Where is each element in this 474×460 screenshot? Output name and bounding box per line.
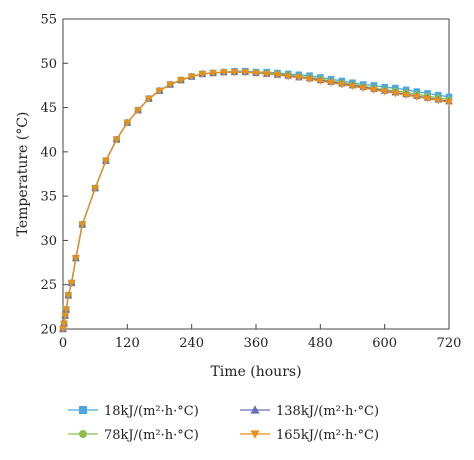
data-point [305,76,314,84]
data-point [166,81,175,89]
y-tick-label: 50 [40,57,57,72]
legend-item: 165kJ/(m²·h·°C) [240,428,379,443]
data-point [402,92,410,100]
plot-frame [62,18,450,330]
data-point [295,74,303,82]
data-point [91,185,99,193]
y-axis-label: Temperature (°C) [15,112,31,237]
data-point [359,85,368,93]
x-tick-label: 480 [308,336,333,351]
data-point [123,119,132,127]
legend-marker [250,430,260,439]
data-point [327,79,335,87]
data-point [273,71,282,79]
data-point [72,255,80,263]
data-point [59,326,67,333]
data-point [134,107,142,115]
y-tick-label: 35 [40,190,57,205]
x-tick-label: 360 [244,336,269,351]
data-point [78,221,87,229]
series-line [62,71,450,330]
x-axis-ticks: 0 120 240 360 480 600 720 [59,324,462,351]
data-point [241,69,250,77]
legend-label: 165kJ/(m²·h·°C) [276,428,379,443]
data-point [252,70,260,77]
y-axis-ticks: 20 25 30 35 40 45 50 55 [40,13,68,338]
series-layer [59,67,453,333]
series-4 [59,69,453,333]
y-tick-label: 20 [40,323,57,338]
y-tick-label: 40 [40,145,57,160]
plot-border [62,18,450,330]
data-point [198,70,207,78]
legend-marker [79,406,87,414]
data-point [434,97,443,105]
legend-label: 78kJ/(m²·h·°C) [104,428,199,443]
data-point [209,70,217,77]
y-tick-label: 25 [40,278,57,293]
data-point [67,279,76,287]
data-point [177,77,185,85]
legend-label: 18kJ/(m²·h·°C) [104,404,199,419]
series-line [62,71,450,330]
data-point [102,157,110,165]
legend: 18kJ/(m²·h·°C) 138kJ/(m²·h·°C) 78kJ/(m²·h·… [68,404,379,443]
data-point [61,312,69,320]
legend-label: 138kJ/(m²·h·°C) [276,404,379,419]
series-2 [59,68,453,333]
data-point [380,88,389,96]
data-point [445,99,453,107]
y-tick-label: 45 [40,101,57,116]
series-3 [59,68,453,332]
legend-item: 78kJ/(m²·h·°C) [68,428,199,443]
data-point [220,69,228,77]
series-line [62,71,450,330]
x-tick-label: 120 [115,336,140,351]
data-point [112,136,121,144]
legend-marker [250,405,260,414]
data-point [64,292,73,300]
legend-item: 138kJ/(m²·h·°C) [240,404,379,419]
x-tick-label: 0 [59,336,67,351]
y-tick-label: 30 [40,234,57,249]
legend-item: 18kJ/(m²·h·°C) [68,404,199,419]
x-axis-label: Time (hours) [210,364,301,380]
data-point [60,320,68,328]
legend-marker [79,430,87,438]
data-point [423,95,432,103]
data-point [391,90,400,98]
data-point [413,93,421,101]
data-point [62,306,71,314]
data-point [370,86,378,94]
data-point [155,87,164,95]
x-tick-label: 720 [437,336,462,351]
data-point [284,73,292,81]
x-tick-label: 240 [179,336,204,351]
series-1 [59,67,453,333]
data-point [187,73,196,81]
data-point [262,70,271,78]
data-point [337,81,346,89]
data-point [144,95,153,103]
data-point [230,69,239,77]
data-point [316,78,325,85]
data-point [348,83,357,91]
x-tick-label: 600 [372,336,397,351]
y-tick-label: 55 [40,13,57,28]
series-line [62,70,450,330]
